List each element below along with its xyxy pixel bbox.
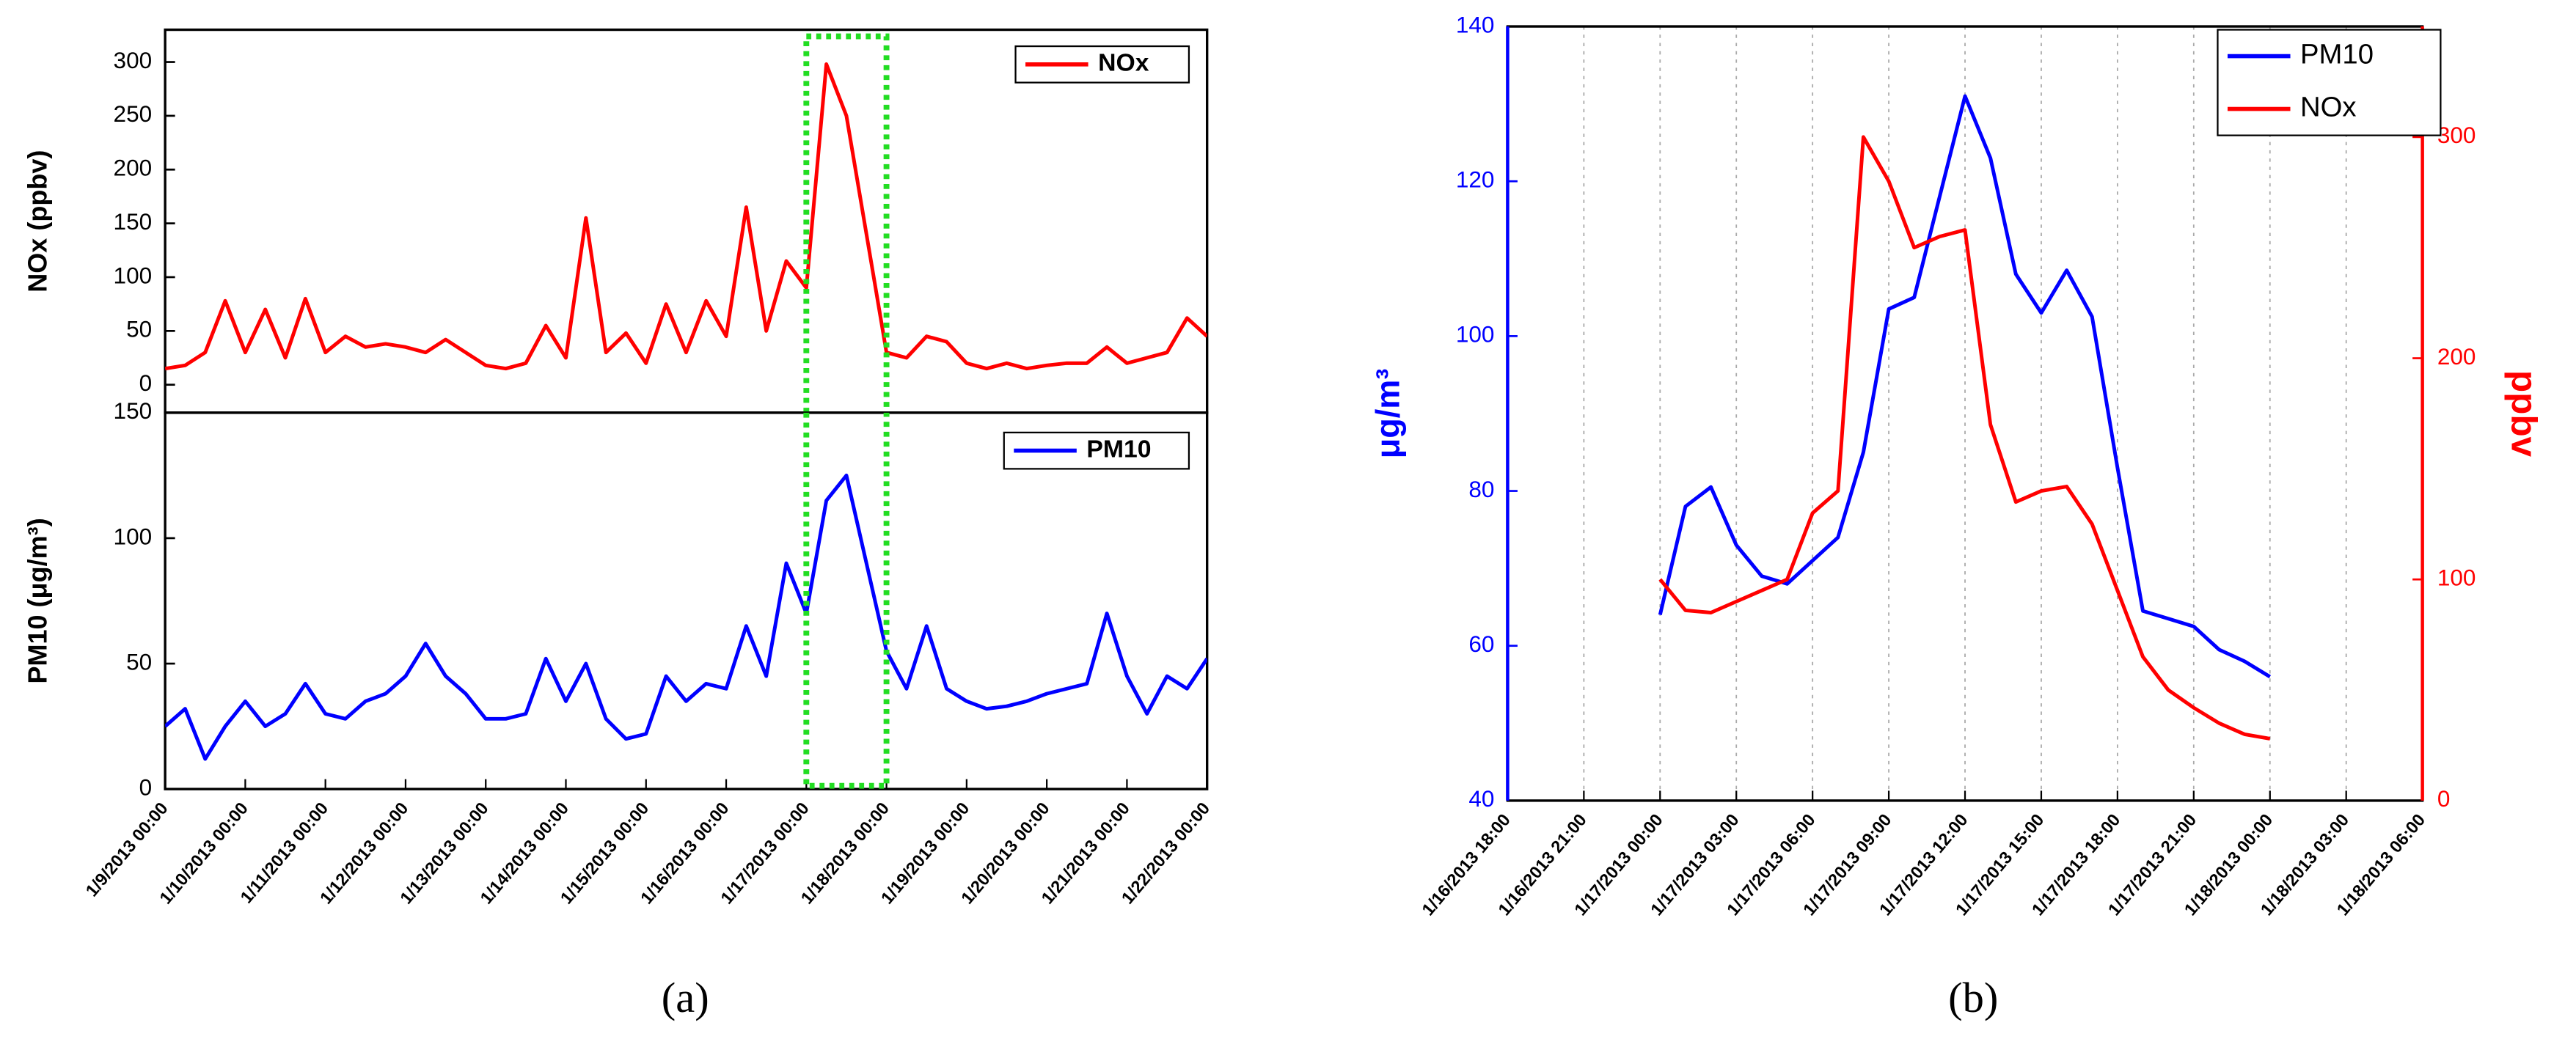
- y-tick-label: 200: [114, 155, 153, 181]
- legend-box: [2217, 29, 2442, 136]
- highlight-box: [803, 33, 890, 413]
- y-tick-label: 150: [114, 208, 153, 235]
- caption: (b): [1948, 974, 1998, 1021]
- y-tick-label: 50: [126, 648, 152, 675]
- y-tick-label: 140: [1456, 11, 1495, 37]
- y-axis-label: PM10 (μg/m³): [23, 518, 53, 683]
- y-tick-label: 0: [139, 774, 153, 800]
- y2-tick-label: 100: [2437, 565, 2476, 591]
- legend-label: PM10: [1086, 436, 1151, 463]
- plot-frame: [164, 411, 1209, 790]
- series-line: [1658, 135, 2271, 741]
- y-tick-label: 300: [114, 47, 153, 73]
- y-tick-label: 40: [1468, 785, 1494, 812]
- y-tick-label: 80: [1468, 476, 1494, 502]
- series-line: [165, 62, 1207, 371]
- legend-label: NOx: [2300, 92, 2357, 123]
- legend-box: [1014, 45, 1190, 84]
- y-axis-label: μg/m³: [1369, 369, 1406, 459]
- y2-axis-label: ppbv: [2504, 370, 2544, 458]
- y-tick-label: 100: [1456, 321, 1495, 348]
- y-tick-label: 100: [114, 523, 153, 549]
- caption: (a): [662, 974, 709, 1021]
- y-axis-label: NOx (ppbv): [23, 150, 53, 293]
- y-tick-label: 100: [114, 262, 153, 288]
- y-tick-label: 0: [139, 370, 153, 396]
- y2-tick-label: 0: [2437, 785, 2451, 812]
- y2-tick-label: 300: [2437, 122, 2476, 148]
- y-tick-label: 250: [114, 100, 153, 127]
- legend-label: PM10: [2300, 39, 2374, 70]
- y-tick-label: 120: [1456, 166, 1495, 193]
- y-tick-label: 50: [126, 316, 152, 342]
- y-tick-label: 150: [114, 397, 153, 424]
- series-line: [165, 473, 1207, 761]
- y2-tick-label: 200: [2437, 343, 2476, 370]
- y-tick-label: 60: [1468, 631, 1494, 657]
- series-line: [1658, 94, 2272, 679]
- legend-label: NOx: [1098, 49, 1149, 77]
